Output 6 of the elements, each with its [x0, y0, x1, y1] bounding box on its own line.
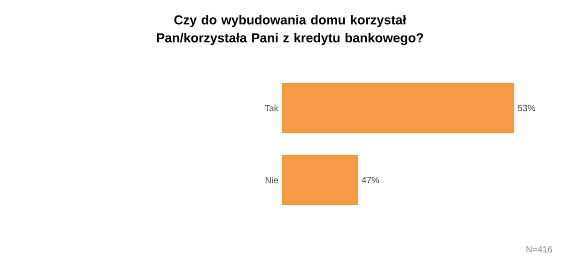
data-label: 47% [362, 176, 380, 184]
data-label: 53% [518, 104, 536, 112]
y-tick-label: Nie [266, 176, 278, 184]
chart-title: Czy do wybudowania domu korzystał Pan/korzystała Pani z kredytu bankowego? [156, 14, 424, 46]
y-tick-label: Tak [264, 104, 279, 112]
text: N=416 [526, 246, 552, 252]
